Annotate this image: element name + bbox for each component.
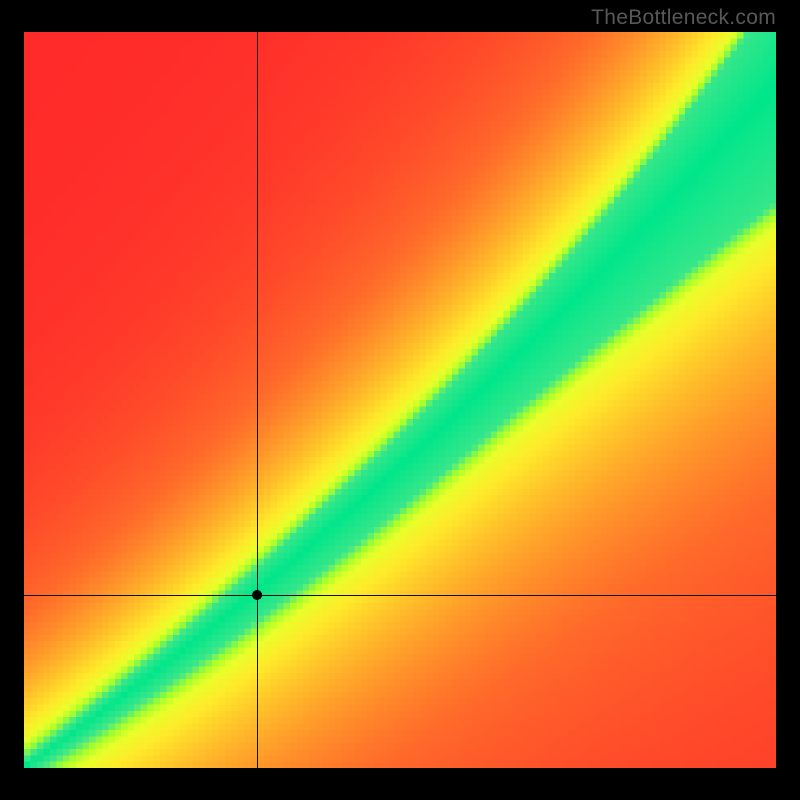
plot-area [24, 32, 776, 768]
chart-container: TheBottleneck.com [0, 0, 800, 800]
watermark-text: TheBottleneck.com [591, 6, 776, 30]
overlay-canvas [24, 32, 776, 768]
